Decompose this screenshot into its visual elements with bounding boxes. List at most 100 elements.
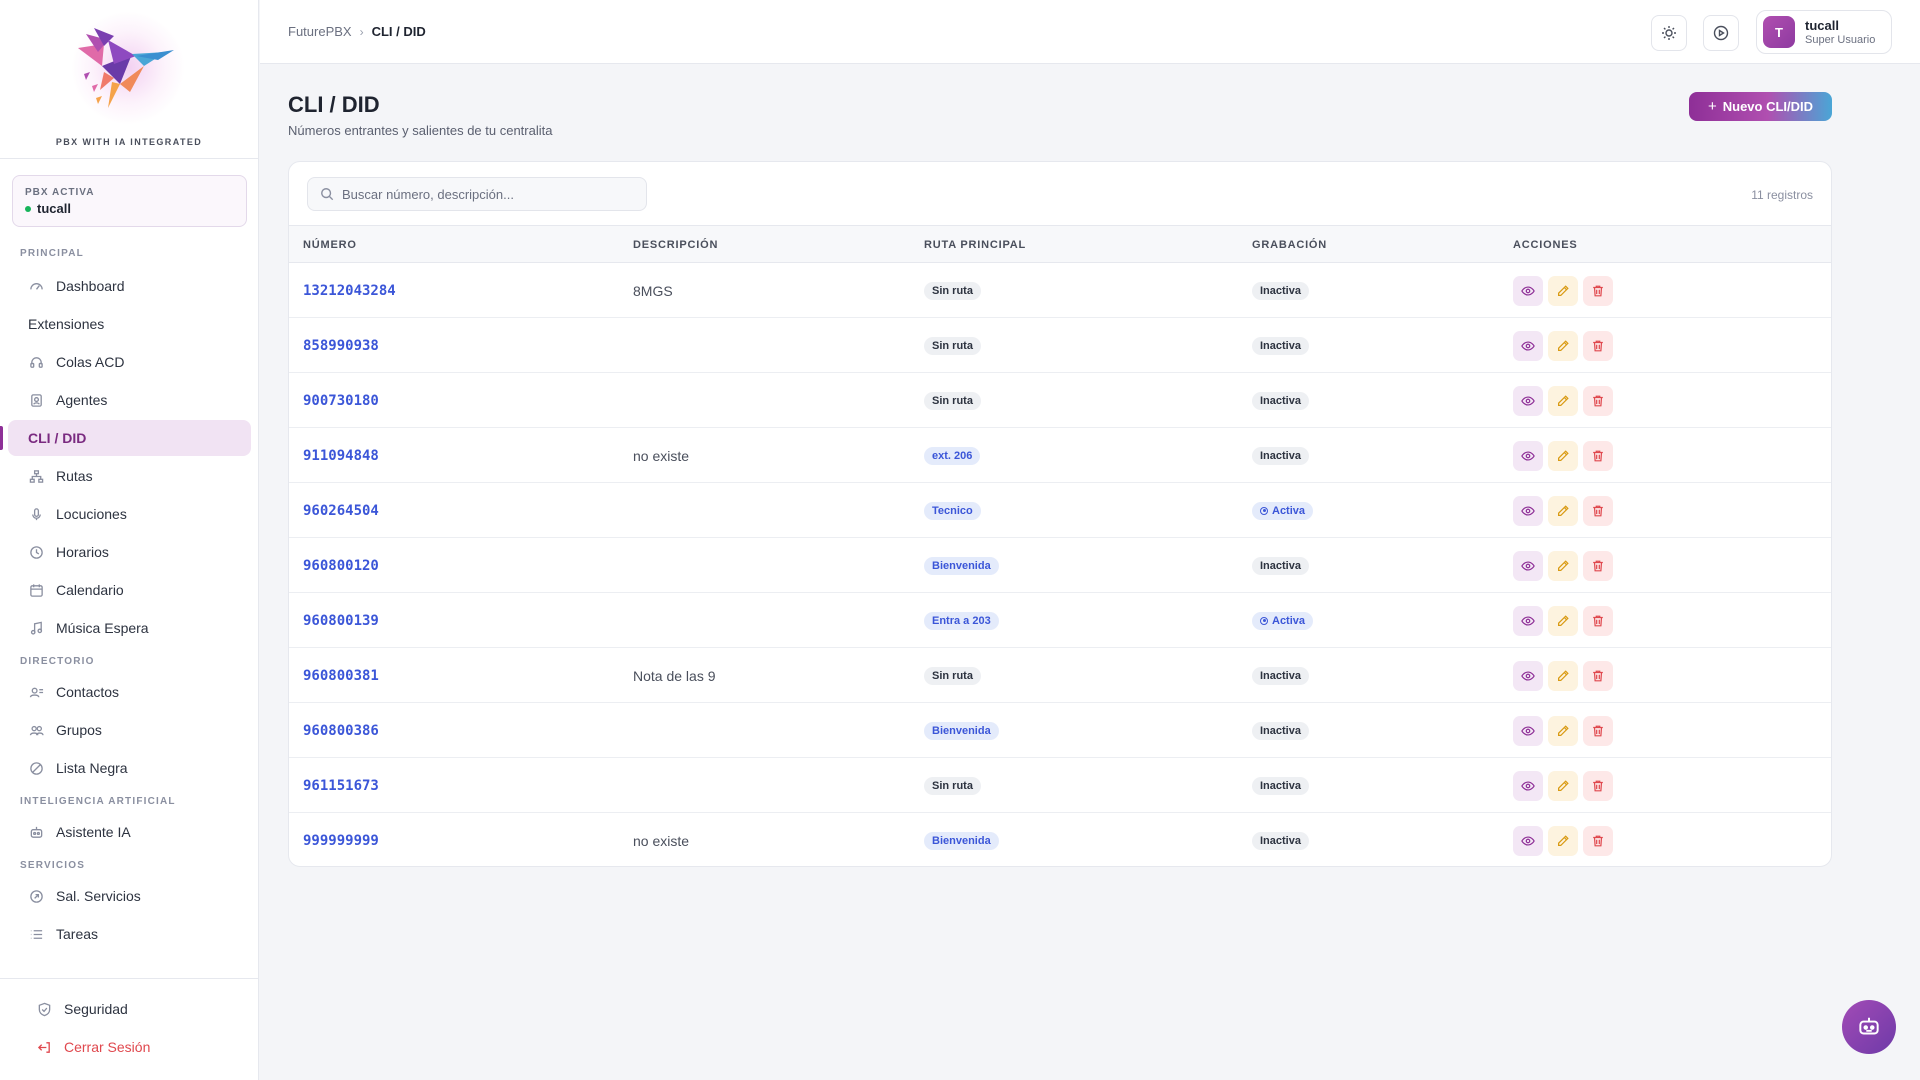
eye-icon (1521, 724, 1535, 738)
delete-button[interactable] (1583, 385, 1613, 416)
view-button[interactable] (1513, 825, 1543, 856)
page-title: CLI / DID (288, 92, 380, 117)
table-row: 960800139 Entra a 203 Activa (289, 593, 1831, 648)
did-number-link[interactable]: 900730180 (303, 392, 379, 409)
did-number-link[interactable]: 960800139 (303, 612, 379, 629)
theme-toggle-button[interactable] (1651, 15, 1687, 51)
sidebar-item-grupos[interactable]: Grupos (8, 712, 251, 748)
robot-icon (1859, 1017, 1879, 1035)
view-button[interactable] (1513, 660, 1543, 691)
delete-button[interactable] (1583, 440, 1613, 471)
did-number-link[interactable]: 960800381 (303, 667, 379, 684)
delete-button[interactable] (1583, 770, 1613, 801)
edit-button[interactable] (1548, 605, 1578, 636)
view-button[interactable] (1513, 330, 1543, 361)
description-text: no existe (633, 447, 690, 464)
play-button[interactable] (1703, 15, 1739, 51)
active-pbx-card[interactable]: PBX ACTIVA tucall (12, 175, 247, 227)
delete-button[interactable] (1583, 330, 1613, 361)
music-note-icon (28, 620, 44, 636)
pencil-icon (1556, 834, 1570, 848)
edit-button[interactable] (1548, 495, 1578, 526)
view-button[interactable] (1513, 275, 1543, 306)
edit-button[interactable] (1548, 385, 1578, 416)
did-number-link[interactable]: 999999999 (303, 832, 379, 849)
recording-status-badge: Inactiva (1252, 666, 1309, 685)
cell-acciones (1513, 483, 1618, 538)
sidebar-item-extensiones[interactable]: Extensiones (8, 306, 251, 342)
did-number-link[interactable]: 911094848 (303, 447, 379, 464)
search-input[interactable] (342, 186, 642, 202)
breadcrumb-root[interactable]: FuturePBX (288, 24, 352, 39)
delete-button[interactable] (1583, 605, 1613, 636)
edit-button[interactable] (1548, 440, 1578, 471)
sidebar-item-label: Sal. Servicios (56, 888, 141, 904)
sidebar-item-rutas[interactable]: Rutas (8, 458, 251, 494)
view-button[interactable] (1513, 550, 1543, 581)
column-header-grabacion[interactable]: GRABACIÓN (1252, 239, 1328, 251)
search-box[interactable] (307, 177, 647, 211)
ai-assistant-fab[interactable] (1842, 1000, 1896, 1054)
column-header-numero[interactable]: NÚMERO (303, 239, 357, 251)
active-pbx-value: tucall (37, 201, 71, 216)
sidebar-item-musica[interactable]: Música Espera (8, 610, 251, 646)
edit-button[interactable] (1548, 550, 1578, 581)
sidebar-item-horarios[interactable]: Horarios (8, 534, 251, 570)
sidebar-item-locuciones[interactable]: Locuciones (8, 496, 251, 532)
view-button[interactable] (1513, 495, 1543, 526)
delete-button[interactable] (1583, 715, 1613, 746)
cell-acciones (1513, 318, 1618, 373)
did-number-link[interactable]: 13212043284 (303, 282, 396, 299)
new-cli-did-button[interactable]: + Nuevo CLI/DID (1689, 92, 1832, 121)
sidebar-item-dashboard[interactable]: Dashboard (8, 268, 251, 304)
delete-button[interactable] (1583, 275, 1613, 306)
did-number-link[interactable]: 960800386 (303, 722, 379, 739)
edit-button[interactable] (1548, 660, 1578, 691)
delete-button[interactable] (1583, 495, 1613, 526)
logo-glow (72, 12, 184, 124)
view-button[interactable] (1513, 605, 1543, 636)
delete-button[interactable] (1583, 550, 1613, 581)
sidebar-item-calendario[interactable]: Calendario (8, 572, 251, 608)
cell-ruta: Sin ruta (924, 263, 981, 318)
sidebar-item-sal-servicios[interactable]: Sal. Servicios (8, 878, 251, 914)
sidebar-item-colas[interactable]: Colas ACD (8, 344, 251, 380)
description-text: Nota de las 9 (633, 667, 716, 684)
sidebar-item-lista-negra[interactable]: Lista Negra (8, 750, 251, 786)
delete-button[interactable] (1583, 825, 1613, 856)
did-number-link[interactable]: 961151673 (303, 777, 379, 794)
view-button[interactable] (1513, 770, 1543, 801)
sidebar-item-label: CLI / DID (28, 430, 87, 446)
trash-icon (1591, 559, 1605, 573)
sidebar-item-tareas[interactable]: Tareas (8, 916, 251, 952)
edit-button[interactable] (1548, 715, 1578, 746)
view-button[interactable] (1513, 715, 1543, 746)
cell-grabacion: Activa (1252, 483, 1314, 538)
sidebar-item-agentes[interactable]: Agentes (8, 382, 251, 418)
cell-acciones (1513, 538, 1618, 593)
sidebar-item-seguridad[interactable]: Seguridad (16, 991, 243, 1027)
edit-button[interactable] (1548, 275, 1578, 306)
edit-button[interactable] (1548, 330, 1578, 361)
sidebar-item-cli-did[interactable]: CLI / DID (0, 420, 251, 456)
route-badge: Bienvenida (924, 831, 999, 850)
did-number-link[interactable]: 960800120 (303, 557, 379, 574)
sidebar-item-label: Seguridad (64, 1001, 128, 1017)
pencil-icon (1556, 779, 1570, 793)
user-menu[interactable]: T tucall Super Usuario (1756, 10, 1892, 54)
view-button[interactable] (1513, 385, 1543, 416)
logout-button[interactable]: Cerrar Sesión (16, 1029, 243, 1065)
column-header-descripcion[interactable]: DESCRIPCIÓN (633, 239, 719, 251)
did-number-link[interactable]: 858990938 (303, 337, 379, 354)
cell-grabacion: Inactiva (1252, 263, 1309, 318)
edit-button[interactable] (1548, 825, 1578, 856)
sidebar-item-asistente-ia[interactable]: Asistente IA (8, 814, 251, 850)
column-header-ruta[interactable]: RUTA PRINCIPAL (924, 239, 1027, 251)
sidebar-item-contactos[interactable]: Contactos (8, 674, 251, 710)
delete-button[interactable] (1583, 660, 1613, 691)
edit-button[interactable] (1548, 770, 1578, 801)
did-number-link[interactable]: 960264504 (303, 502, 379, 519)
description-text: no existe (633, 832, 690, 849)
view-button[interactable] (1513, 440, 1543, 471)
users-icon (28, 722, 44, 738)
